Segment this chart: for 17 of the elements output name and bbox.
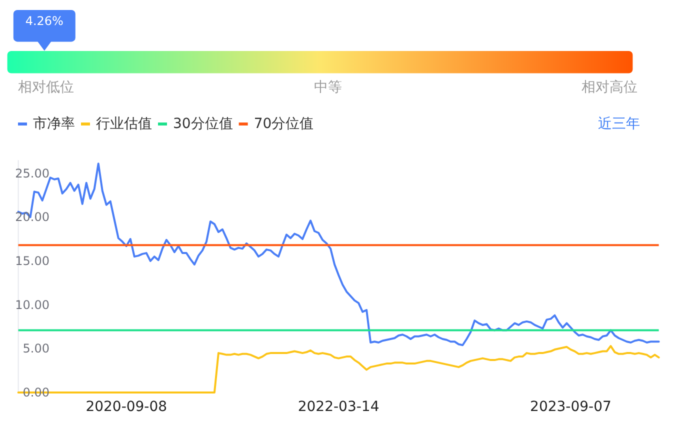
text: 相对低位: [18, 80, 74, 96]
y-tick-label: 20.00: [15, 210, 50, 224]
x-tick-label: 2020-09-08: [86, 399, 168, 415]
data-label: 4.26%: [25, 14, 64, 28]
y-tick-label: 25.00: [15, 166, 50, 180]
legend-label: 行业估值: [96, 116, 152, 132]
legend-label: 70分位值: [254, 116, 314, 132]
y-tick-label: 15.00: [15, 254, 50, 268]
legend-label: 市净率: [33, 116, 75, 132]
text: 相对高位: [582, 80, 638, 96]
y-tick-label: 10.00: [15, 298, 50, 312]
x-tick-label: 2023-09-07: [530, 399, 612, 415]
text: 近三年: [598, 116, 640, 132]
x-tick-label: 2022-03-14: [298, 399, 380, 415]
legend-label: 30分位值: [173, 116, 233, 132]
text: 中等: [314, 80, 342, 96]
y-tick-label: 5.00: [22, 342, 50, 356]
